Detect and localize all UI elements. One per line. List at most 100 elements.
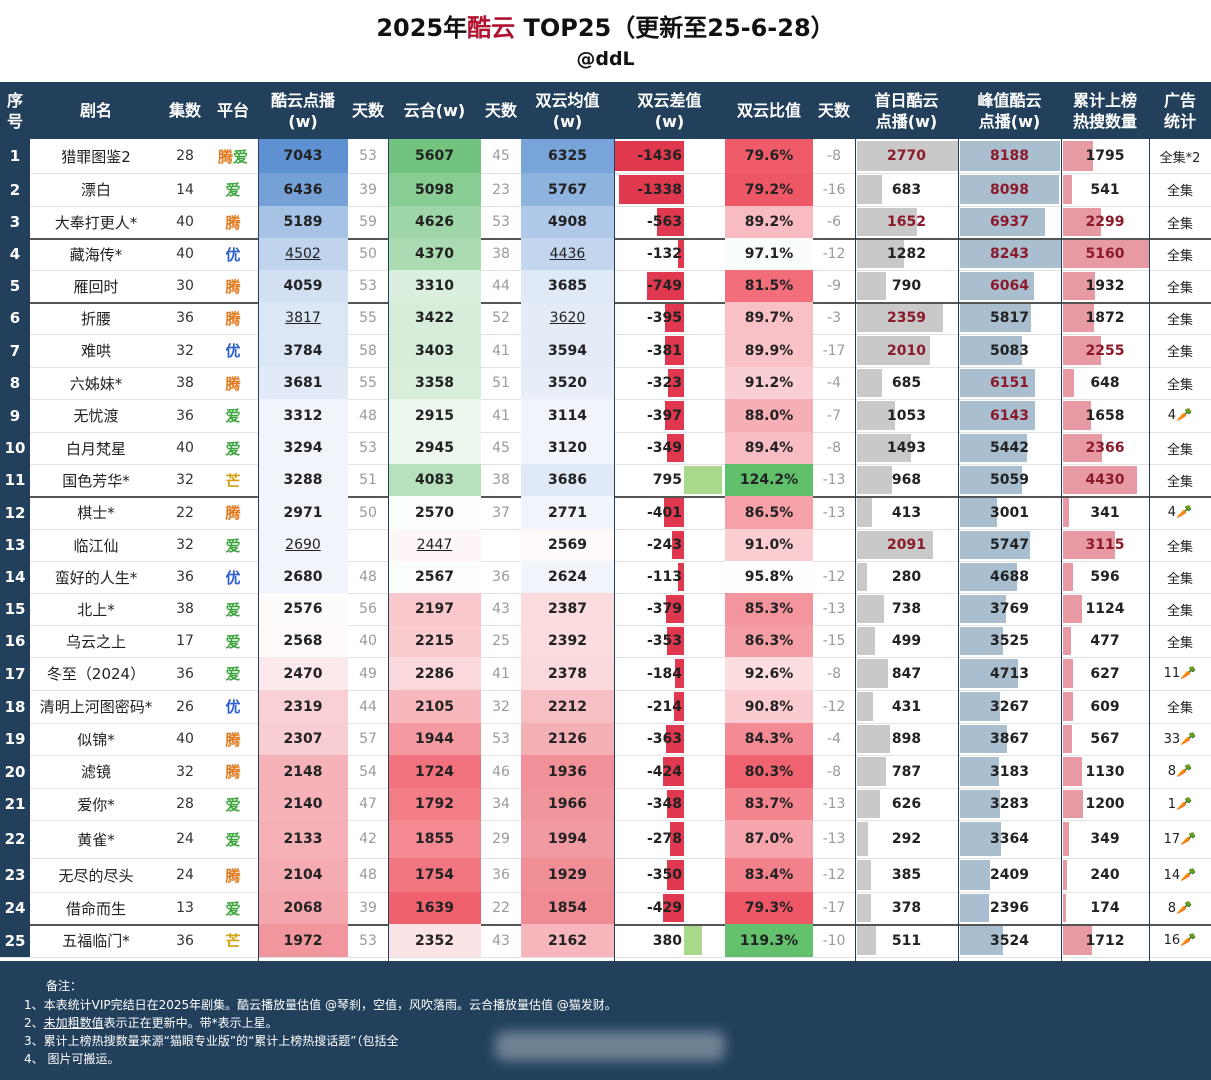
peak-bar <box>960 141 1061 171</box>
cell-rd: -7 <box>827 407 841 424</box>
h-kuyun-days: 天数 <box>351 101 384 120</box>
cell-eps: 13 <box>176 900 194 916</box>
diff-bar <box>666 627 684 655</box>
cell-eps: 40 <box>176 731 194 747</box>
cell-ad: 8🥕 <box>1167 900 1193 916</box>
cell-plat: 爱 <box>225 439 241 458</box>
cell-avg: 3620 <box>521 302 614 334</box>
diff-bar <box>684 466 722 494</box>
cell-first: 511 <box>855 924 958 957</box>
cell-plat: 爱 <box>225 407 241 425</box>
hot-bar <box>1063 790 1083 818</box>
cell-yunhe: 3358 <box>388 367 481 399</box>
cell-avg: 3120 <box>521 432 614 464</box>
cell-hot: 1124 <box>1061 593 1149 625</box>
cell-rd: -9 <box>827 278 841 294</box>
cell-hot: 1795 <box>1061 139 1149 173</box>
cell-plat: 腾 <box>225 730 241 749</box>
hot-bar <box>1063 466 1137 494</box>
cell-kuyun: 6436 <box>258 173 348 206</box>
cell-diff: -214 <box>614 690 725 723</box>
cell-no: 12 <box>0 496 30 529</box>
cell-eps: 24 <box>176 867 194 883</box>
peak-bar <box>960 822 1002 856</box>
cell-avg: 1994 <box>521 820 614 858</box>
cell-no: 18 <box>0 690 30 723</box>
cell-plat: 腾 <box>225 866 241 885</box>
note-1: 1、本表统计VIP完结日在2025年剧集。酷云播放量估值 @琴刹，空值，风吹落雨… <box>24 998 617 1012</box>
table-row: 15 北上* 38 爱 2576 56 2197 43 2387 -379 85.3% -13 738 3… <box>0 593 1211 626</box>
diff-bar <box>678 563 684 591</box>
first-bar <box>857 894 871 922</box>
cell-ad: 全集 <box>1166 216 1193 232</box>
cell-kuyun: 2680 <box>258 561 348 593</box>
cell-name: 冬至（2024） <box>46 665 146 683</box>
cell-yunhe: 2215 <box>388 625 481 657</box>
cell-yunhe: 1944 <box>388 723 481 755</box>
peak-bar <box>960 272 1035 300</box>
diff-bar <box>684 926 703 955</box>
cell-kd: 55 <box>359 310 377 326</box>
cell-yd: 52 <box>492 310 510 326</box>
table-row: 9 无忧渡 36 爱 3312 48 2915 41 3114 -397 88.0% -7 1053 61… <box>0 399 1211 433</box>
hot-bar <box>1063 757 1082 786</box>
cell-diff: -350 <box>614 858 725 892</box>
h-yunhe-days: 天数 <box>484 101 517 120</box>
cell-name: 无忧渡 <box>73 407 119 425</box>
cell-hot: 1130 <box>1061 755 1149 788</box>
cell-ratio: 84.3% <box>725 723 813 755</box>
cell-no: 3 <box>0 206 30 238</box>
cell-kd: 53 <box>359 278 377 294</box>
table-header: 序号 剧名 集数 平台 酷云点播 (w) 天数 云合(w) 天数 双云均值 (w) 双云差值 (w… <box>0 82 1211 139</box>
cell-diff: -401 <box>614 496 725 529</box>
hot-bar <box>1063 822 1069 856</box>
cell-no: 13 <box>0 529 30 561</box>
cell-ratio: 89.4% <box>725 432 813 464</box>
cell-plat: 优 <box>225 568 241 587</box>
note-3: 3、累计上榜热搜数量来源“猫眼专业版”的“累计上榜热搜话题”（包括全 <box>24 1034 399 1048</box>
first-bar <box>857 659 888 688</box>
cell-kuyun: 2690 <box>258 529 348 561</box>
cell-diff: -749 <box>614 270 725 302</box>
cell-ad: 全集 <box>1166 603 1193 619</box>
hot-bar <box>1063 595 1082 623</box>
cell-no: 10 <box>0 432 30 464</box>
cell-first: 499 <box>855 625 958 657</box>
cell-ratio: 89.9% <box>725 334 813 367</box>
cell-rd: -10 <box>822 932 846 949</box>
cell-peak: 5747 <box>958 529 1061 561</box>
table-row: 20 滤镜 32 腾 2148 54 1724 46 1936 -424 80.3% -8 787 318… <box>0 755 1211 789</box>
cell-hot: 240 <box>1061 858 1149 892</box>
hot-bar <box>1063 272 1096 300</box>
peak-bar <box>960 466 1022 494</box>
cell-avg: 2162 <box>521 924 614 957</box>
table-row: 17 冬至（2024） 36 爱 2470 49 2286 41 2378 -184 92.6% -8… <box>0 657 1211 691</box>
peak-bar <box>960 369 1036 397</box>
cell-eps: 32 <box>176 537 194 553</box>
cell-peak: 5083 <box>958 334 1061 367</box>
cell-ad: 全集 <box>1166 474 1193 490</box>
cell-no: 25 <box>0 924 30 957</box>
cell-kuyun: 2470 <box>258 657 348 690</box>
first-bar <box>857 369 882 397</box>
cell-ratio: 80.3% <box>725 755 813 788</box>
cell-eps: 36 <box>176 569 194 585</box>
cell-ad: 全集 <box>1166 248 1193 264</box>
cell-name: 蛮好的人生* <box>54 568 138 587</box>
cell-yd: 23 <box>492 181 510 198</box>
cell-name: 乌云之上 <box>65 632 126 651</box>
cell-ratio: 85.3% <box>725 593 813 625</box>
cell-avg: 3686 <box>521 464 614 496</box>
cell-ad: 33🥕 <box>1163 731 1197 747</box>
cell-kuyun: 2307 <box>258 723 348 755</box>
cell-kd: 44 <box>359 698 377 715</box>
cell-kd: 47 <box>359 796 377 812</box>
h-average: 双云均值 (w) <box>535 90 600 131</box>
table-row: 16 乌云之上 17 爱 2568 40 2215 25 2392 -353 86.3% -15 499… <box>0 625 1211 658</box>
first-bar <box>857 240 904 268</box>
hot-bar <box>1063 208 1102 236</box>
cell-ad: 全集 <box>1166 377 1193 393</box>
hot-bar <box>1063 894 1066 922</box>
cell-diff: -113 <box>614 561 725 593</box>
cell-eps: 38 <box>176 375 194 391</box>
